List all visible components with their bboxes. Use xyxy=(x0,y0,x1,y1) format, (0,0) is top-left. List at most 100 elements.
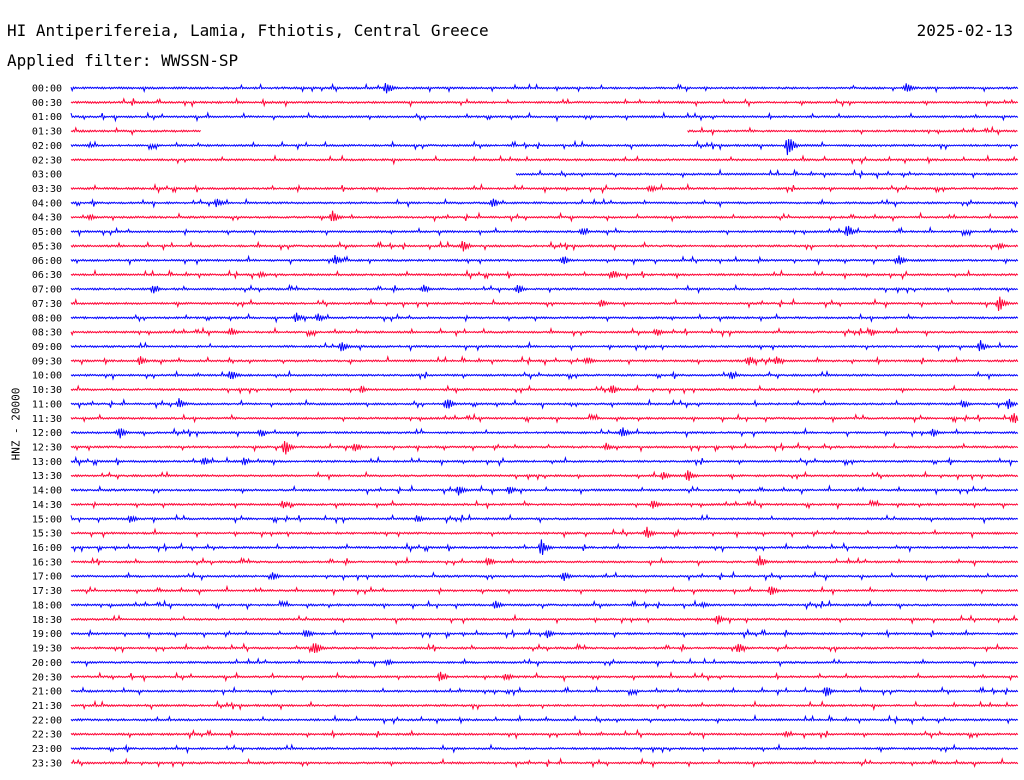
time-label: 00:00 xyxy=(32,84,62,95)
seismic-trace xyxy=(70,728,1019,740)
trace-row xyxy=(70,685,1019,697)
trace-row xyxy=(70,599,1019,611)
trace-row xyxy=(70,570,1019,582)
seismic-trace xyxy=(70,268,1019,281)
time-label: 14:30 xyxy=(32,500,62,511)
time-label: 21:00 xyxy=(32,687,62,698)
trace-row xyxy=(70,240,1019,252)
time-label: 14:00 xyxy=(32,486,62,497)
seismic-trace xyxy=(70,526,1019,540)
seismic-trace xyxy=(70,513,1019,525)
trace-row xyxy=(70,340,1019,353)
station-title: HI Antiperifereia, Lamia, Fthiotis, Cent… xyxy=(7,21,489,40)
trace-row xyxy=(70,154,1019,166)
trace-row xyxy=(70,384,1019,395)
trace-row xyxy=(70,197,1019,209)
seismic-trace xyxy=(70,599,1019,611)
seismic-trace xyxy=(515,168,1019,180)
seismic-trace xyxy=(70,412,1019,424)
time-label: 02:00 xyxy=(32,141,62,152)
time-label: 16:00 xyxy=(32,543,62,554)
time-label: 23:30 xyxy=(32,758,62,769)
trace-row xyxy=(70,713,1019,726)
time-label: 22:00 xyxy=(32,715,62,726)
trace-row xyxy=(70,125,1018,137)
seismic-trace xyxy=(70,82,1019,94)
trace-row xyxy=(70,398,1019,410)
trace-row xyxy=(70,743,1019,755)
seismic-trace xyxy=(70,283,1019,295)
trace-row xyxy=(70,470,1019,481)
trace-row xyxy=(70,210,1019,223)
time-label: 19:00 xyxy=(32,629,62,640)
seismic-trace xyxy=(70,657,1019,668)
time-label: 03:30 xyxy=(32,184,62,195)
time-label: 13:00 xyxy=(32,457,62,468)
seismic-trace xyxy=(70,455,1019,468)
seismic-trace xyxy=(70,470,1019,481)
time-label: 20:00 xyxy=(32,658,62,669)
time-label: 06:30 xyxy=(32,270,62,281)
trace-row xyxy=(70,82,1019,94)
time-label: 01:00 xyxy=(32,112,62,123)
seismic-trace xyxy=(70,225,1019,238)
time-label: 09:00 xyxy=(32,342,62,353)
seismic-trace xyxy=(70,427,1019,439)
trace-row xyxy=(70,139,1019,156)
time-label: 18:00 xyxy=(32,600,62,611)
seismic-trace xyxy=(70,440,1019,455)
seismic-trace xyxy=(70,384,1019,395)
seismic-trace xyxy=(687,125,1018,137)
trace-row xyxy=(70,354,1019,367)
seismic-trace xyxy=(70,498,1019,510)
seismic-trace xyxy=(70,326,1019,338)
time-label: 22:30 xyxy=(32,730,62,741)
trace-row xyxy=(70,268,1019,281)
seismic-trace xyxy=(70,197,1019,209)
filter-label: Applied filter: WWSSN-SP xyxy=(7,51,239,70)
seismic-trace xyxy=(70,671,1019,683)
trace-row xyxy=(70,225,1019,238)
time-label: 13:30 xyxy=(32,471,62,482)
seismic-trace xyxy=(70,240,1019,252)
time-label: 04:00 xyxy=(32,198,62,209)
trace-row xyxy=(70,484,1019,496)
trace-row xyxy=(70,671,1019,683)
seismic-trace xyxy=(70,154,1019,166)
trace-row xyxy=(70,312,1019,324)
trace-row xyxy=(70,427,1019,439)
time-label: 01:30 xyxy=(32,127,62,138)
seismic-trace xyxy=(70,743,1019,755)
time-label: 07:30 xyxy=(32,299,62,310)
trace-row xyxy=(70,628,1019,640)
time-label: 10:30 xyxy=(32,385,62,396)
trace-row xyxy=(70,657,1019,668)
trace-row xyxy=(70,699,1019,712)
time-label: 11:00 xyxy=(32,399,62,410)
seismic-trace xyxy=(70,398,1019,410)
trace-row xyxy=(70,111,1019,123)
time-label: 10:00 xyxy=(32,371,62,382)
trace-row xyxy=(70,182,1019,195)
seismic-trace xyxy=(70,699,1019,712)
seismic-trace xyxy=(70,584,1019,597)
trace-row xyxy=(70,642,1019,654)
seismic-trace xyxy=(70,97,1019,108)
trace-row xyxy=(70,326,1019,338)
time-label: 18:30 xyxy=(32,615,62,626)
trace-row xyxy=(70,440,1019,455)
seismic-trace xyxy=(70,642,1019,654)
trace-row xyxy=(70,526,1019,540)
time-label: 05:30 xyxy=(32,241,62,252)
seismic-trace xyxy=(70,210,1019,223)
time-label: 19:30 xyxy=(32,644,62,655)
trace-row xyxy=(515,168,1019,180)
seismic-trace xyxy=(70,182,1019,195)
time-label: 08:00 xyxy=(32,313,62,324)
time-label: 17:00 xyxy=(32,572,62,583)
time-label: 07:00 xyxy=(32,285,62,296)
time-label: 12:30 xyxy=(32,443,62,454)
seismic-trace xyxy=(70,555,1019,568)
time-label: 16:30 xyxy=(32,557,62,568)
